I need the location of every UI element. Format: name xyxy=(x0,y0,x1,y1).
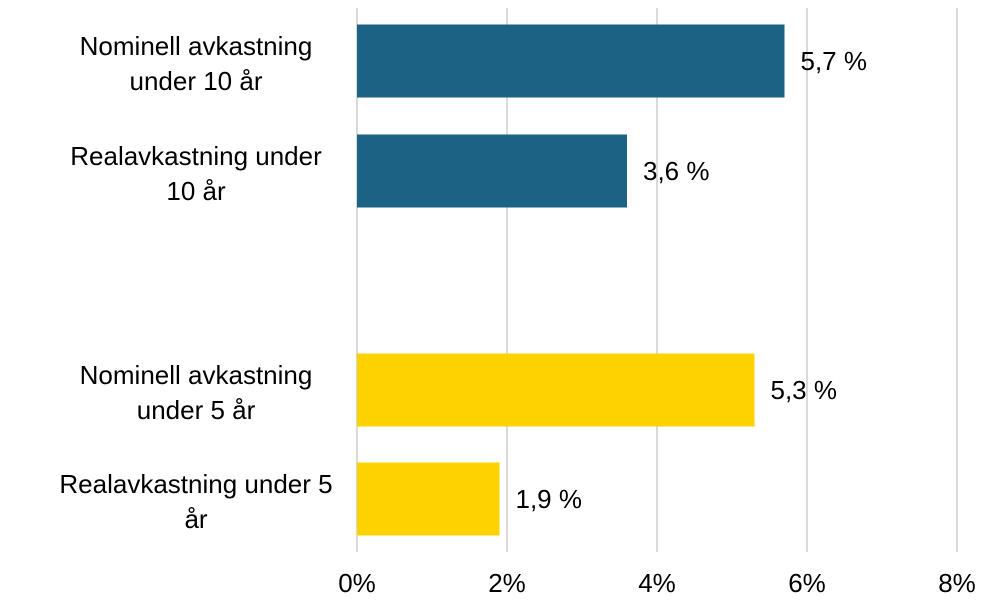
x-tick-labels: 0% 2% 4% 6% 8% xyxy=(338,568,976,598)
bar xyxy=(357,24,785,98)
bar xyxy=(357,353,755,427)
data-labels: 5,7 % 3,6 % 5,3 % 1,9 % xyxy=(516,46,868,514)
bar xyxy=(357,462,500,536)
category-label: Nominell avkastning under 5 år xyxy=(80,360,313,425)
category-label: Realavkastning under 5 år xyxy=(59,469,332,534)
x-tick-label: 8% xyxy=(938,568,976,598)
x-tick-label: 6% xyxy=(788,568,826,598)
category-label: Nominell avkastning under 10 år xyxy=(80,31,313,96)
category-label: Realavkastning under 10 år xyxy=(70,141,322,206)
bar xyxy=(357,134,627,208)
x-tick-label: 0% xyxy=(338,568,376,598)
data-label: 5,3 % xyxy=(771,375,838,405)
gridlines xyxy=(356,8,958,552)
bars xyxy=(357,24,785,536)
data-label: 1,9 % xyxy=(516,484,583,514)
x-tick-label: 2% xyxy=(488,568,526,598)
data-label: 5,7 % xyxy=(801,46,868,76)
x-tick-label: 4% xyxy=(638,568,676,598)
data-label: 3,6 % xyxy=(643,156,710,186)
category-labels: Nominell avkastning under 10 år Realavkast… xyxy=(59,31,332,534)
